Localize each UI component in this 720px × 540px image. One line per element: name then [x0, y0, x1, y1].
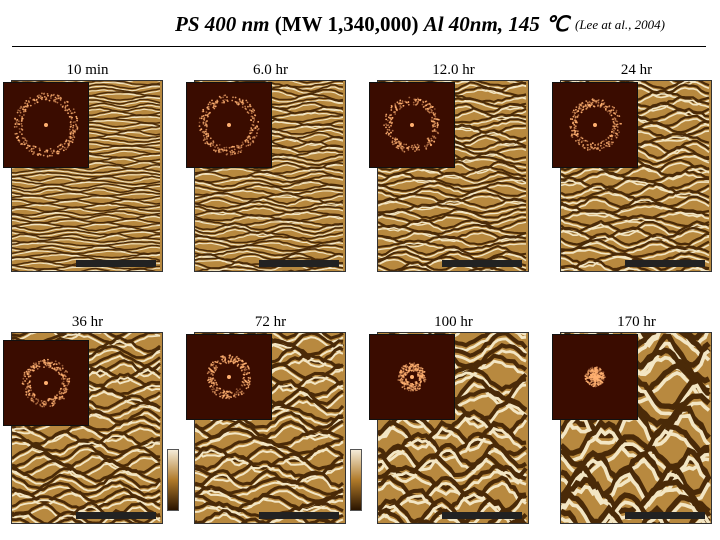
panel-time-label: 100 hr [434, 314, 473, 330]
afm-panel: 10 min [0, 62, 175, 282]
afm-panel: 36 hr [0, 314, 175, 534]
fft-inset [552, 334, 638, 420]
panel-time-label: 24 hr [620, 62, 653, 78]
panel-time-label: 170 hr [617, 314, 656, 330]
fft-inset [369, 334, 455, 420]
fft-inset [552, 82, 638, 168]
fft-inset [186, 334, 272, 420]
figure-header: PS 400 nm (MW 1,340,000) Al 40nm, 145 ℃ … [0, 0, 720, 48]
panel-time-label: 36 hr [71, 314, 104, 330]
afm-panel: 100 hr [350, 314, 541, 534]
title-molecular-weight: (MW 1,340,000) [269, 12, 424, 36]
title-sample: PS 400 nm [175, 12, 270, 36]
afm-scale-bar [625, 260, 705, 267]
afm-scale-bar [76, 260, 156, 267]
afm-image [560, 80, 712, 272]
afm-panel: 6.0 hr [183, 62, 358, 282]
afm-scale-bar [442, 512, 522, 519]
afm-panel: 72 hr [167, 314, 358, 534]
title-conditions: Al 40nm, 145 ℃ [423, 12, 569, 36]
height-color-bar [350, 449, 362, 511]
afm-panel: 24 hr [549, 62, 720, 282]
fft-inset [3, 340, 89, 426]
panel-time-label: 10 min [66, 62, 109, 78]
afm-scale-bar [442, 260, 522, 267]
header-divider [12, 46, 706, 47]
fft-inset [369, 82, 455, 168]
height-color-bar [167, 449, 179, 511]
afm-scale-bar [625, 512, 705, 519]
afm-scale-bar [259, 260, 339, 267]
panel-time-label: 12.0 hr [432, 62, 475, 78]
panel-time-label: 72 hr [254, 314, 287, 330]
panel-time-label: 6.0 hr [253, 62, 288, 78]
afm-panel: 170 hr [549, 314, 720, 534]
figure-title: PS 400 nm (MW 1,340,000) Al 40nm, 145 ℃ [175, 12, 569, 37]
afm-scale-bar [76, 512, 156, 519]
fft-inset [186, 82, 272, 168]
citation: (Lee at al., 2004) [575, 17, 665, 32]
afm-scale-bar [259, 512, 339, 519]
afm-panel: 12.0 hr [366, 62, 541, 282]
fft-inset [3, 82, 89, 168]
